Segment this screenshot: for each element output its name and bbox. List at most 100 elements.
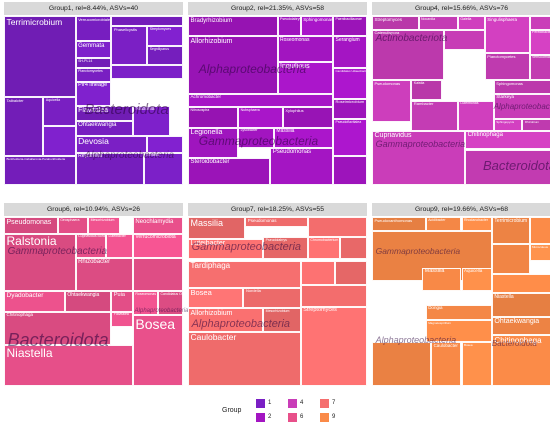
panel-title: Group7, rel=18.25%, ASVs=55 bbox=[188, 203, 367, 216]
tile-label: Flavitalea bbox=[113, 312, 129, 317]
tile-label: Streptomyces bbox=[303, 307, 337, 314]
tile-label: Rhizobium bbox=[524, 119, 540, 124]
treemap-tile: Gaiella bbox=[457, 16, 485, 30]
treemap-tile: Rhizobium bbox=[522, 119, 550, 131]
treemap-tile: Allorhizobium bbox=[188, 36, 278, 94]
tile-label: Devosia bbox=[78, 136, 109, 147]
treemap-tile: Verrucomicrobia bbox=[529, 54, 550, 81]
tile-label: Chitinophaga bbox=[467, 132, 503, 139]
tile-label: Chromobacterium bbox=[310, 237, 339, 242]
tile-label: Starkeya bbox=[496, 94, 514, 100]
tile-label: Geosphaera bbox=[60, 217, 80, 222]
tile-label: Flavitalea bbox=[78, 107, 109, 115]
treemap-tile: Candidatus Udaeobacter bbox=[332, 68, 367, 99]
tile-label: Tardiphaga bbox=[190, 261, 231, 271]
legend: Group 1 2 4 6 7 9 bbox=[222, 397, 362, 431]
treemap-tile bbox=[529, 217, 550, 245]
tile-label: Segniliparus bbox=[149, 46, 169, 51]
panel-title: Group9, rel=19.66%, ASVs=68 bbox=[372, 203, 550, 216]
tile-label: Serangium bbox=[335, 36, 360, 43]
tile-label: Caulobacter bbox=[190, 332, 237, 343]
treemap-tile: Terrimicrobium bbox=[4, 16, 76, 98]
treemap-tile: Caulobacter bbox=[188, 331, 301, 386]
tile-label: Candidatus Udaeobacter bbox=[335, 68, 367, 73]
tile-label: Massilia bbox=[276, 128, 295, 135]
treemap-tile: Pseudomonas bbox=[372, 80, 412, 123]
treemap-tile: Burkholderia-Caballeronia-Paraburkholder… bbox=[4, 156, 76, 185]
treemap-tile: Paenibacillaceae bbox=[332, 16, 367, 37]
treemap-tile: Ohtaekwangia bbox=[64, 291, 112, 312]
legend-label: 6 bbox=[300, 414, 304, 420]
treemap-tile: Geosphaera bbox=[57, 217, 89, 234]
tile-label: Dyadobacter bbox=[6, 291, 44, 299]
treemap-tile: Chitinophaga bbox=[4, 311, 112, 346]
treemap-tile: Reyranella bbox=[75, 152, 144, 185]
treemap-tile: Nocardia bbox=[418, 16, 458, 30]
tile-label: Allorhizobium bbox=[190, 309, 233, 317]
panel-group-7: Group7, rel=18.25%, ASVs=55 Massilia Pseud… bbox=[188, 203, 367, 386]
treemap-tile: Luteibacter bbox=[188, 238, 264, 260]
treemap-tile bbox=[491, 244, 530, 275]
treemap-tile: Rhizobacter bbox=[75, 257, 133, 292]
panel-title: Group4, rel=15.66%, ASVs=76 bbox=[372, 2, 550, 15]
treemap-tile: Nubsphaera bbox=[238, 107, 283, 128]
tile-label: Burkholderia-Caballeronia-Paraburkholder… bbox=[6, 156, 66, 161]
tile-label: Gaiella bbox=[460, 16, 472, 21]
legend-label: 9 bbox=[332, 414, 336, 420]
tile-label: Chitinophaga bbox=[494, 335, 542, 345]
treemap-tile: Ohtaekwangia bbox=[75, 120, 133, 136]
tile-label: Rhodanobacter bbox=[464, 217, 488, 222]
treemap-tile: Peredibacter bbox=[529, 29, 550, 55]
tile-label: Reyranella bbox=[78, 153, 102, 160]
tile-label: Planctomycetes bbox=[487, 53, 516, 59]
tile-label: Pseudolabrys bbox=[265, 237, 287, 242]
treemap-tile: Candidatus Odyssella bbox=[157, 291, 183, 316]
treemap-tile: Chitinophaga bbox=[491, 335, 550, 386]
tile-label: Allorhizobium bbox=[190, 37, 233, 45]
treemap-tile: Chitinophaga bbox=[465, 130, 550, 150]
tile-label: Ohtaekwangia bbox=[78, 122, 117, 129]
legend-label: 4 bbox=[300, 400, 304, 406]
treemap-tile: Taibaicter bbox=[4, 97, 44, 157]
panel-title: Group2, rel=21.35%, ASVs=58 bbox=[188, 2, 367, 15]
treemap-tile: Cupriavidus Bordetella bbox=[75, 233, 107, 258]
panel-tiles: Pseudomonas Geosphaera Mesorhizobium Ralsto… bbox=[4, 217, 188, 386]
treemap-tile bbox=[332, 156, 367, 185]
panel-tiles: Massilia Pseudomonas Luteibacter Pseudolabr… bbox=[188, 217, 367, 386]
legend-label: 2 bbox=[268, 414, 272, 420]
tile-label: Ohtaekwangia bbox=[494, 318, 540, 326]
treemap-tile: Massilia bbox=[273, 127, 333, 148]
tile-label: Caulobacter bbox=[433, 342, 458, 348]
tile-label: Kaistia bbox=[413, 80, 425, 85]
treemap-tile: Pseudomonas bbox=[4, 217, 58, 234]
treemap-tile: Niastella bbox=[491, 293, 550, 317]
panel-group-9: Group9, rel=19.66%, ASVs=68 Pseudoxanthom… bbox=[372, 203, 550, 386]
treemap-tile: Flavitalea bbox=[111, 311, 133, 327]
tile-label: Niastella bbox=[494, 293, 514, 300]
treemap-tile: Pseudomonas bbox=[270, 147, 333, 185]
tile-label: Sphingomonas bbox=[303, 16, 333, 22]
treemap-tile: Acidibacter bbox=[425, 217, 462, 231]
tile-label: Pseudomonas bbox=[6, 218, 52, 226]
treemap-tile: Luteimonas bbox=[457, 100, 494, 131]
tile-label: Roseomonas bbox=[135, 291, 156, 296]
treemap-tile: SH-PL14 bbox=[75, 58, 112, 69]
panel-group-4: Group4, rel=15.66%, ASVs=76 Streptomyces N… bbox=[372, 2, 550, 185]
tile-label: Neochlamydia bbox=[135, 218, 174, 225]
treemap-tile: Nordella bbox=[143, 152, 183, 185]
treemap-tile: Pseudomonas bbox=[245, 217, 308, 228]
tile-label: Bosea bbox=[464, 342, 473, 347]
treemap-tile: Serangium bbox=[332, 36, 367, 69]
tile-label: Aquicella bbox=[45, 97, 61, 102]
tile-label: Magnetospirillum bbox=[428, 320, 451, 325]
tile-label: Bradyrhizobium bbox=[190, 17, 233, 24]
panel-title: Group6, rel=10.94%, ASVs=26 bbox=[4, 203, 183, 216]
legend-label: 7 bbox=[332, 400, 336, 406]
tile-label: Planctomycetes bbox=[78, 68, 103, 73]
treemap-tile: Neochlamydia bbox=[132, 217, 183, 234]
tile-label: Sphingomonas bbox=[496, 80, 523, 86]
tile-label: Xylophilus bbox=[285, 107, 304, 113]
tile-label: Inquilinus bbox=[280, 63, 310, 71]
tile-label: Terrimicrobium bbox=[6, 16, 63, 27]
tile-label: Nocardia bbox=[421, 16, 436, 21]
